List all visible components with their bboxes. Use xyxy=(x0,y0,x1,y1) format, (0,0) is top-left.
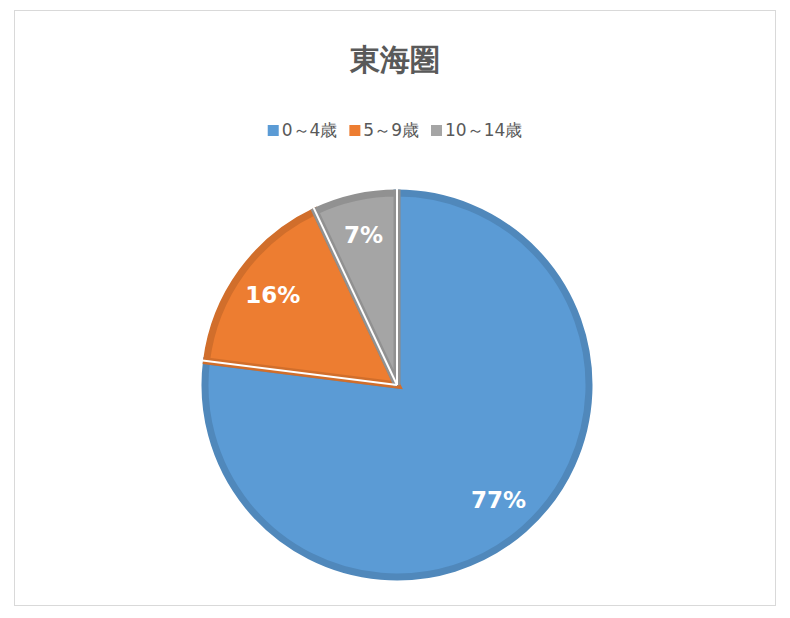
legend-swatch xyxy=(268,125,279,136)
slice-separator xyxy=(314,208,397,385)
data-labels: 77% 16% 7% xyxy=(245,222,526,513)
data-label: 77% xyxy=(471,487,526,513)
slice-separator xyxy=(396,189,398,385)
legend: 0～4歳 5～9歳 10～14歳 xyxy=(268,120,523,140)
chart-canvas: 東海圏 0～4歳 5～9歳 10～14歳 77% 16% 7% xyxy=(0,0,790,618)
data-label: 16% xyxy=(245,282,300,308)
chart-title: 東海圏 xyxy=(349,42,440,77)
legend-label: 10～14歳 xyxy=(445,120,522,140)
legend-label: 5～9歳 xyxy=(363,120,419,140)
pie-slice xyxy=(315,193,397,385)
pie xyxy=(203,189,589,577)
legend-swatch xyxy=(349,125,360,136)
legend-swatch xyxy=(431,125,442,136)
data-label: 7% xyxy=(344,222,383,248)
legend-label: 0～4歳 xyxy=(282,120,338,140)
slice-separator xyxy=(203,360,397,385)
chart-frame xyxy=(15,11,776,606)
